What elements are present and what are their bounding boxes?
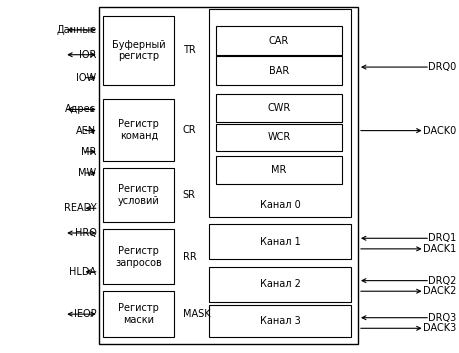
Text: IOR: IOR <box>79 50 96 60</box>
Text: DACK0: DACK0 <box>424 126 457 136</box>
Bar <box>103 168 174 222</box>
Text: HRQ: HRQ <box>74 228 96 238</box>
Text: MASK: MASK <box>183 309 210 319</box>
Bar <box>216 156 342 184</box>
Text: Канал 1: Канал 1 <box>260 237 300 247</box>
Bar <box>216 124 342 151</box>
Text: Канал 3: Канал 3 <box>260 316 300 326</box>
Text: AEN: AEN <box>76 126 96 136</box>
Bar <box>209 267 351 302</box>
Bar <box>99 7 358 344</box>
Text: DRQ1: DRQ1 <box>428 233 457 243</box>
Text: Канал 2: Канал 2 <box>259 279 301 289</box>
Text: WCR: WCR <box>267 132 291 142</box>
Text: BAR: BAR <box>269 66 289 76</box>
Bar <box>103 229 174 284</box>
Bar <box>103 291 174 337</box>
Text: MR: MR <box>271 165 286 175</box>
Text: Регистр
условий: Регистр условий <box>118 184 160 206</box>
Text: Канал 0: Канал 0 <box>260 200 300 210</box>
Text: IOW: IOW <box>76 73 96 83</box>
Text: READY: READY <box>64 203 96 213</box>
Text: DACK2: DACK2 <box>423 286 457 296</box>
Text: SR: SR <box>183 190 196 200</box>
Bar <box>209 9 351 217</box>
Text: HLDA: HLDA <box>69 267 96 277</box>
Text: Адрес: Адрес <box>65 104 96 114</box>
Text: Буферный
регистр: Буферный регистр <box>112 40 166 61</box>
Text: TR: TR <box>183 45 196 55</box>
Text: Регистр
запросов: Регистр запросов <box>116 246 162 268</box>
Bar <box>216 26 342 55</box>
Text: DACK1: DACK1 <box>424 244 457 254</box>
Bar <box>216 56 342 85</box>
Text: MR: MR <box>81 147 96 157</box>
Bar <box>209 224 351 259</box>
Text: DRQ2: DRQ2 <box>428 276 457 286</box>
Bar <box>103 16 174 85</box>
Text: CR: CR <box>183 125 196 135</box>
Text: CAR: CAR <box>269 36 289 46</box>
Text: Регистр
маски: Регистр маски <box>118 303 159 325</box>
Text: DRQ3: DRQ3 <box>428 313 457 323</box>
Text: Регистр
команд: Регистр команд <box>118 119 159 140</box>
Text: RR: RR <box>183 252 196 262</box>
Text: IEOP: IEOP <box>74 309 96 319</box>
Text: DRQ0: DRQ0 <box>428 62 457 72</box>
Bar <box>103 99 174 161</box>
Text: Данные: Данные <box>56 25 96 35</box>
Text: DACK3: DACK3 <box>424 323 457 333</box>
Text: MW: MW <box>78 168 96 178</box>
Text: CWR: CWR <box>267 103 291 113</box>
Bar <box>209 305 351 337</box>
Bar <box>216 94 342 122</box>
